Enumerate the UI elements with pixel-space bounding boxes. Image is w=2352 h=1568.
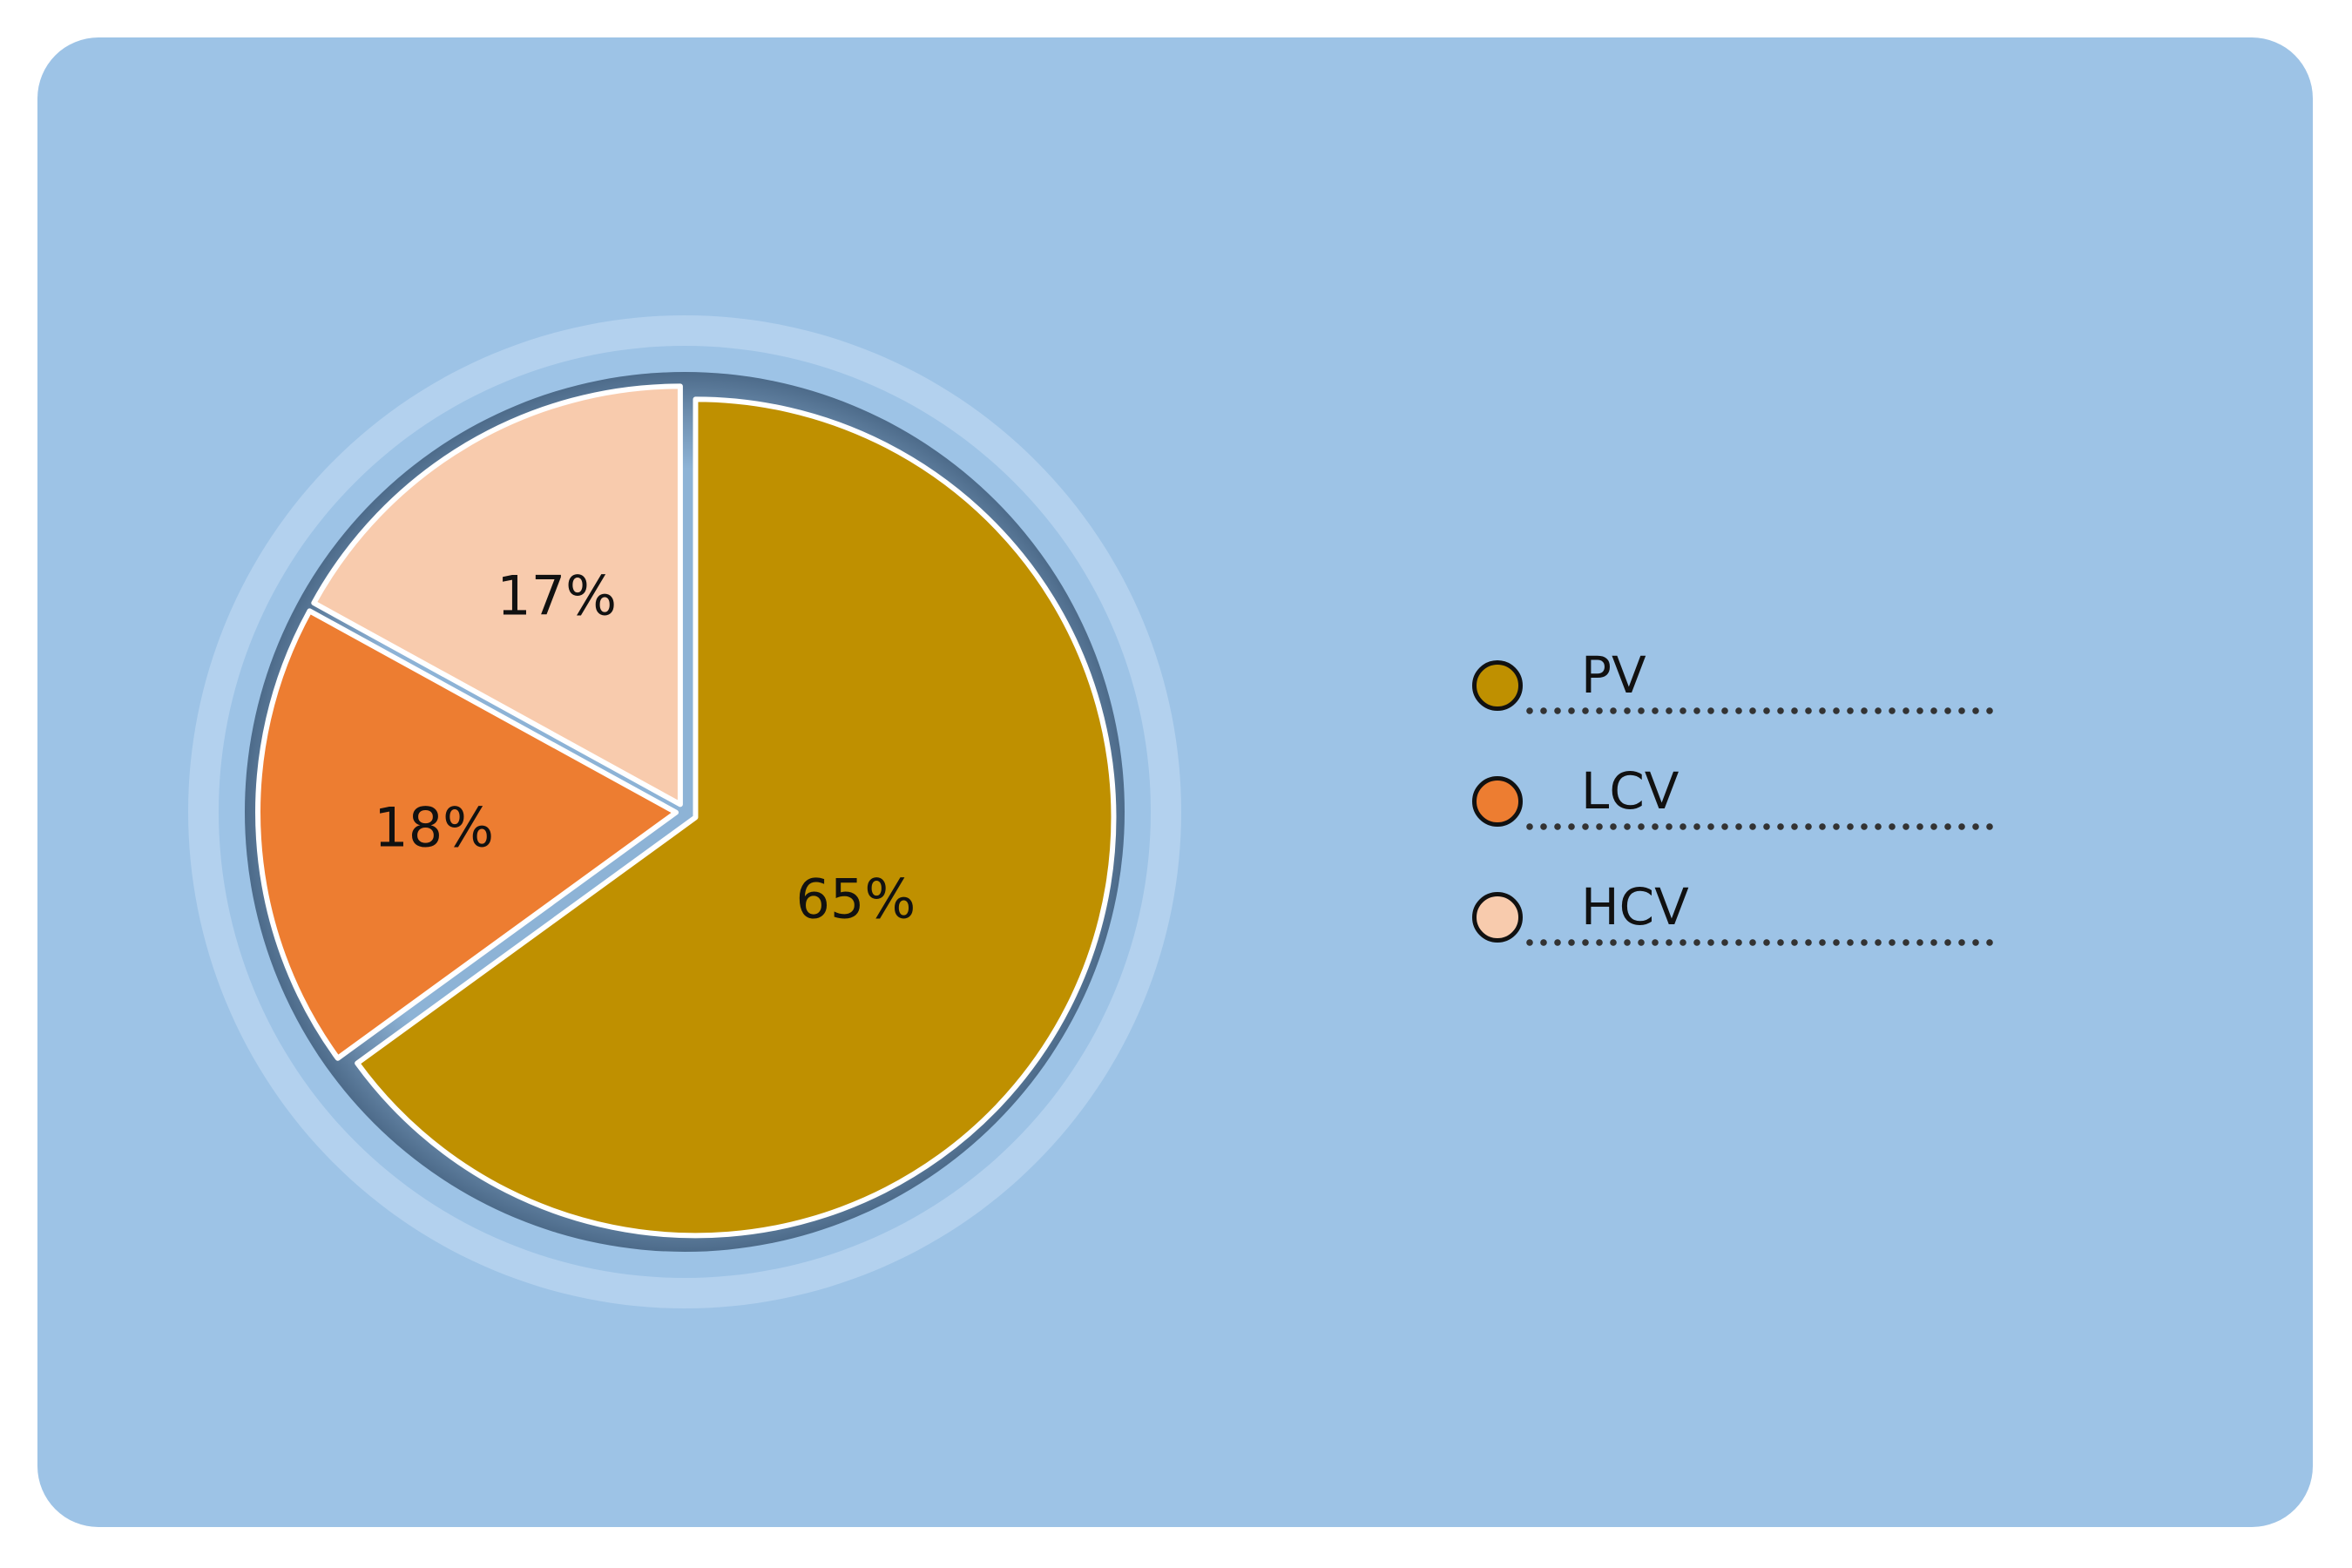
legend-swatch-lcv bbox=[1472, 776, 1523, 827]
legend-item-pv: PV bbox=[1472, 645, 1995, 760]
legend-dotted-line bbox=[1523, 706, 1993, 716]
legend-label-lcv: LCV bbox=[1581, 761, 1680, 821]
legend: PV LCV HCV bbox=[1472, 645, 1995, 992]
pie-slice-hcv bbox=[311, 383, 683, 808]
pie-labels: 65% 18% 17% bbox=[374, 564, 916, 930]
legend-item-hcv: HCV bbox=[1472, 876, 1995, 992]
pie-slices bbox=[255, 383, 1117, 1239]
slice-label-pv: 65% bbox=[795, 868, 916, 931]
legend-item-lcv: LCV bbox=[1472, 760, 1995, 876]
pie-slice-lcv bbox=[255, 608, 679, 1061]
legend-label-hcv: HCV bbox=[1581, 877, 1689, 936]
pie-slice-pv bbox=[355, 396, 1117, 1239]
slice-label-hcv: 17% bbox=[497, 564, 617, 627]
slice-label-lcv: 18% bbox=[374, 796, 494, 860]
legend-dotted-line bbox=[1523, 937, 1993, 948]
legend-label-pv: PV bbox=[1581, 645, 1646, 705]
legend-swatch-hcv bbox=[1472, 892, 1523, 943]
legend-dotted-line bbox=[1523, 821, 1993, 832]
legend-swatch-pv bbox=[1472, 660, 1523, 711]
